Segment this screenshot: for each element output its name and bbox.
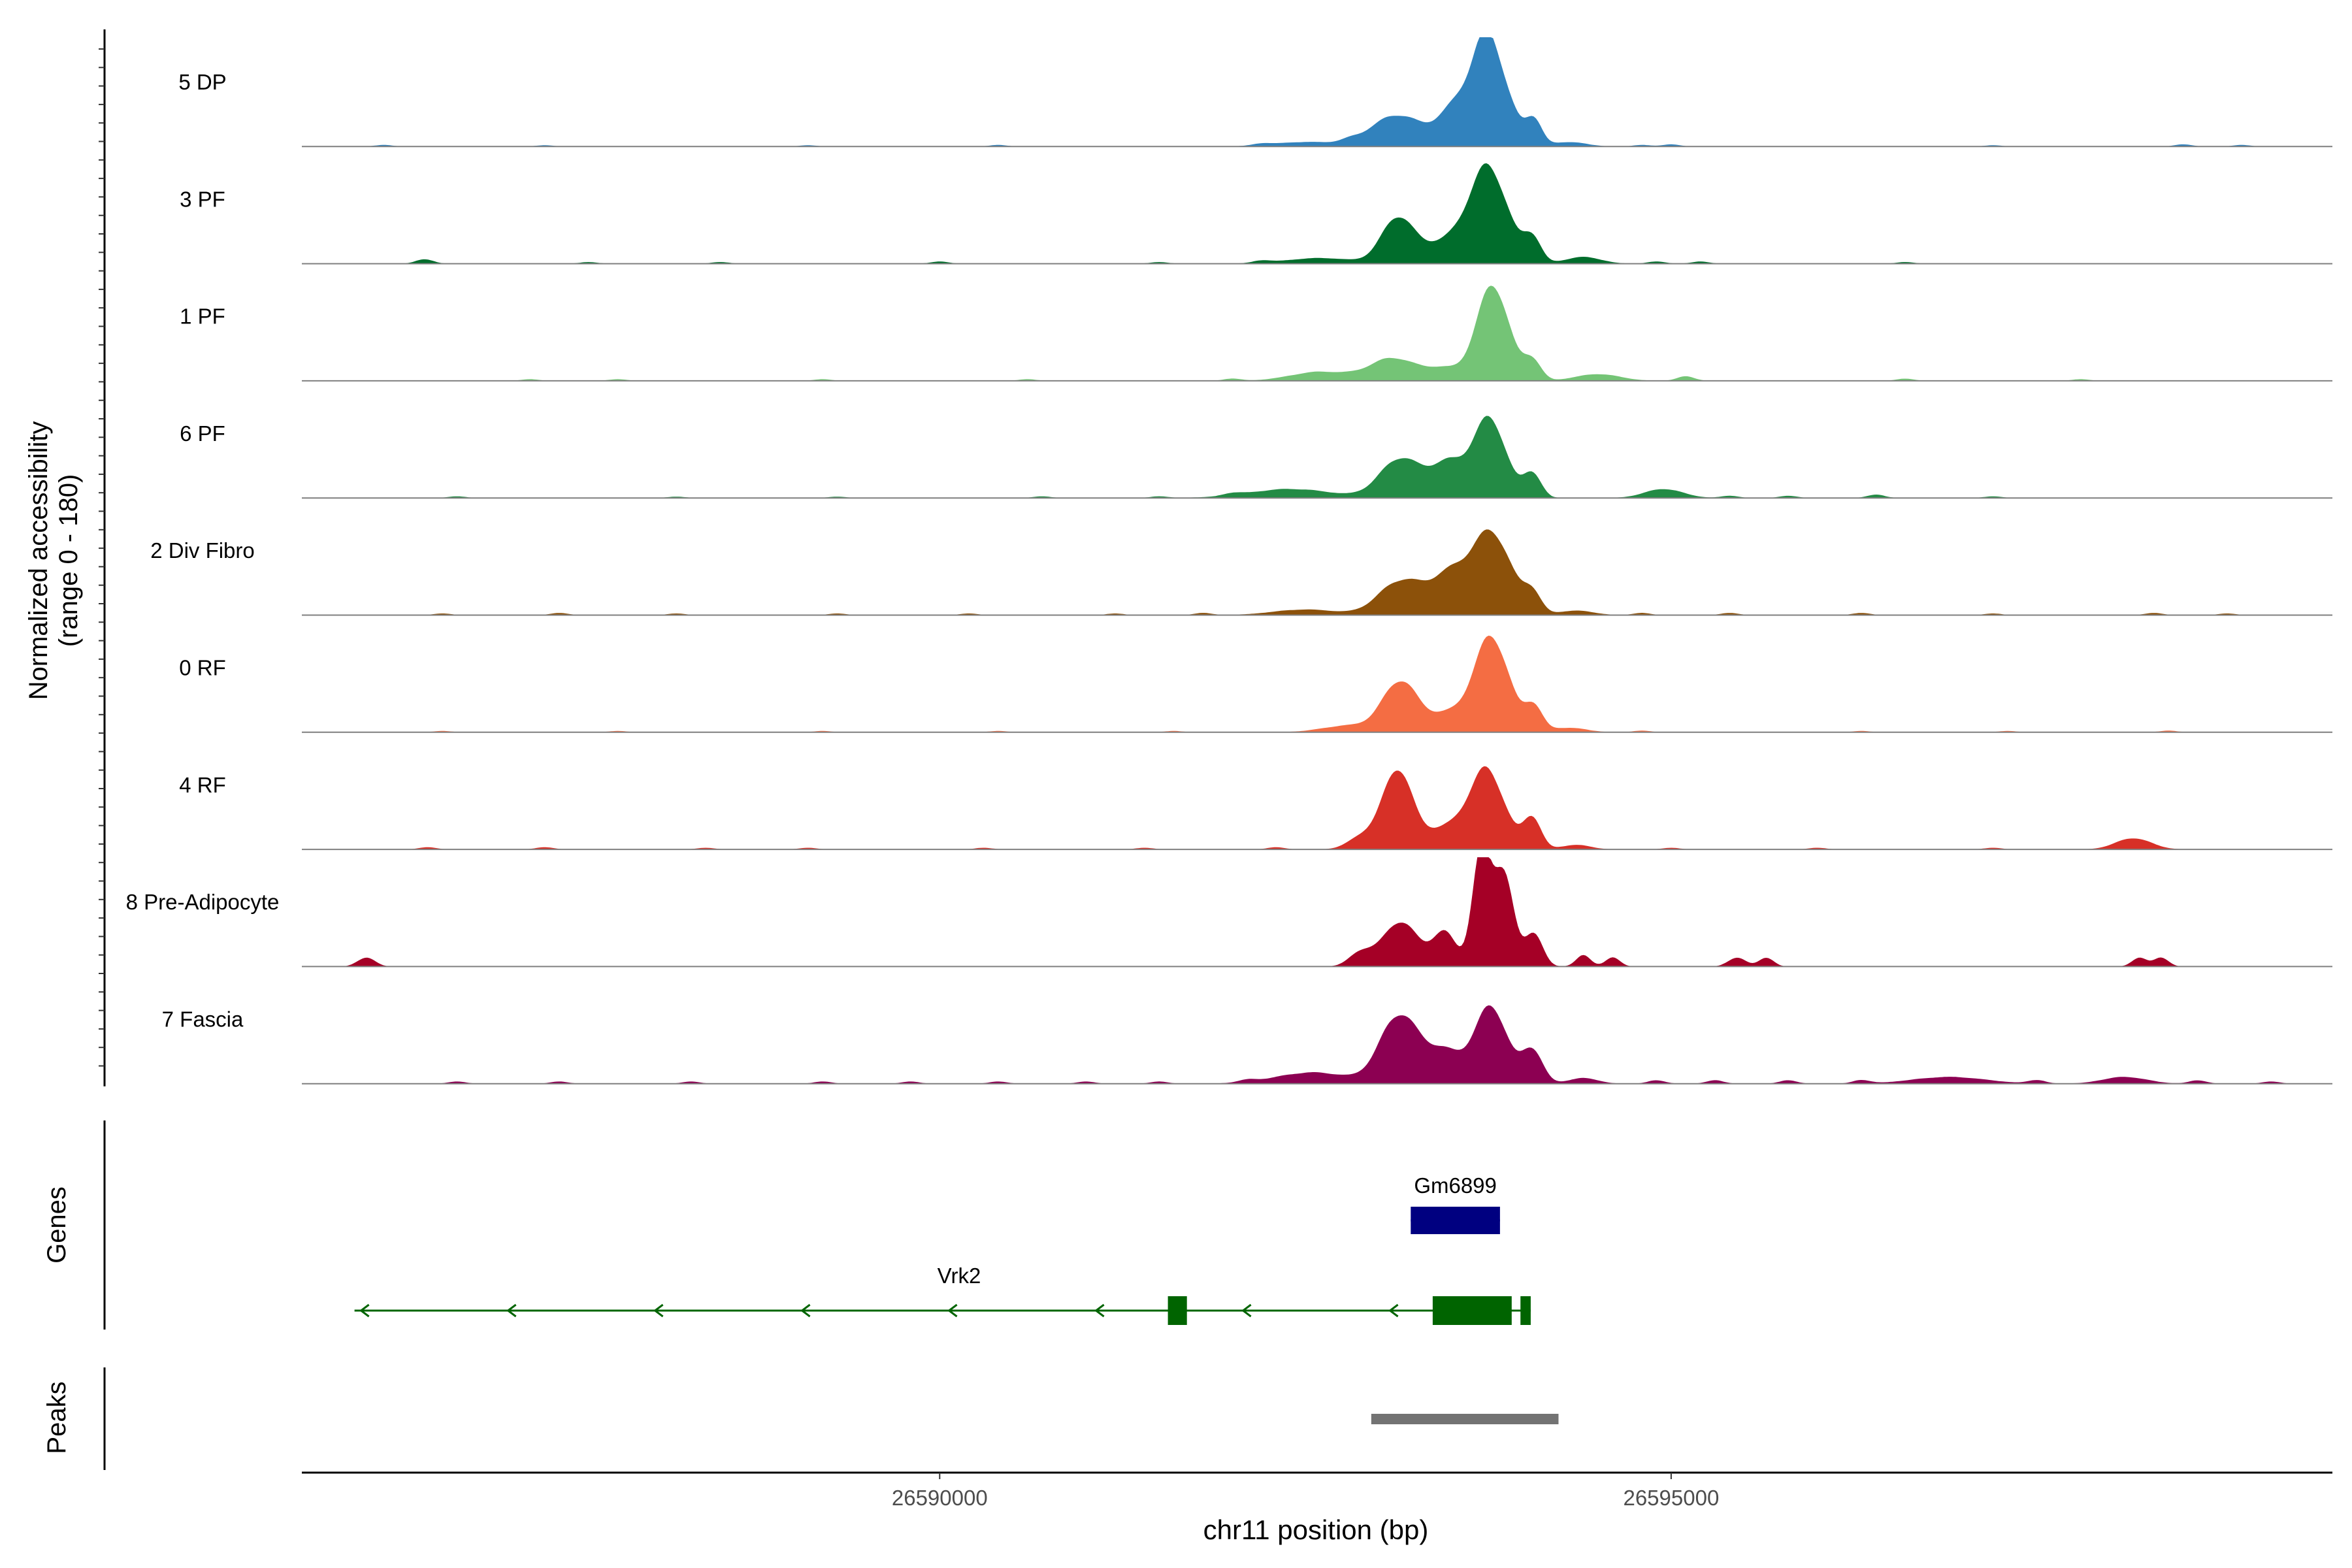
- track-label: 4 RF: [179, 773, 226, 797]
- track-5-dp: 5 DP: [178, 37, 2332, 148]
- track-7-fascia: 7 Fascia: [162, 1005, 2332, 1085]
- y-axis-title-line1: Normalized accessibility: [24, 421, 53, 700]
- track-4-rf: 4 RF: [179, 766, 2332, 851]
- plot-background: [99, 29, 106, 1086]
- gene-label: Vrk2: [938, 1264, 981, 1288]
- strand-arrow: [1388, 1303, 1399, 1318]
- track-label: 7 Fascia: [162, 1007, 244, 1031]
- strand-arrow: [947, 1303, 958, 1318]
- gene-exon: [1520, 1296, 1531, 1325]
- track-label: 0 RF: [179, 656, 226, 680]
- gene-annotation-panel: Gm6899 Vrk2: [103, 1120, 1531, 1330]
- track-3-pf: 3 PF: [180, 163, 2332, 265]
- coverage-area: [302, 766, 2332, 850]
- track-1-pf: 1 PF: [180, 286, 2332, 382]
- track-label: 2 Div Fibro: [150, 538, 255, 563]
- coverage-area: [302, 529, 2332, 615]
- x-axis-title: chr11 position (bp): [1203, 1514, 1429, 1545]
- coverage-area: [302, 416, 2332, 498]
- strand-arrow: [1241, 1303, 1252, 1318]
- strand-arrow: [506, 1303, 517, 1318]
- gene-label: Gm6899: [1414, 1173, 1497, 1198]
- track-0-rf: 0 RF: [179, 635, 2332, 733]
- peak-region: [1371, 1414, 1559, 1424]
- strand-arrow: [359, 1303, 370, 1318]
- gene-exon: [1168, 1296, 1187, 1325]
- accessibility-tracks: 5 DP 3 PF 1 PF 6 PF 2 Div Fibro 0 RF 4 RF 8 Pre…: [126, 37, 2332, 1085]
- genes-panel-title: Genes: [42, 1186, 71, 1264]
- track-label: 3 PF: [180, 187, 225, 211]
- coverage-area: [302, 1005, 2332, 1084]
- track-8-pre-adipocyte: 8 Pre-Adipocyte: [126, 857, 2332, 968]
- x-axis-tick-label: 26595000: [1623, 1486, 1719, 1510]
- gene-exon: [1411, 1207, 1500, 1234]
- strand-arrow: [800, 1303, 811, 1318]
- x-axis: 26590000 26595000: [302, 1471, 2332, 1510]
- coverage-area: [302, 163, 2332, 264]
- gene-exon: [1432, 1296, 1512, 1325]
- gene-gm6899: Gm6899: [1411, 1173, 1500, 1234]
- peaks-panel: [103, 1367, 1559, 1470]
- coverage-area: [302, 286, 2332, 381]
- track-6-pf: 6 PF: [180, 416, 2332, 499]
- coverage-area: [302, 37, 2332, 147]
- track-2-div-fibro: 2 Div Fibro: [150, 529, 2332, 616]
- x-axis-tick-label: 26590000: [892, 1486, 988, 1510]
- strand-arrow: [1094, 1303, 1105, 1318]
- coverage-area: [302, 857, 2332, 967]
- track-label: 6 PF: [180, 421, 225, 446]
- track-label: 8 Pre-Adipocyte: [126, 890, 280, 914]
- peaks-panel-title: Peaks: [42, 1381, 71, 1454]
- coverage-area: [302, 635, 2332, 732]
- strand-arrow: [653, 1303, 664, 1318]
- gene-vrk2: Vrk2: [354, 1264, 1531, 1325]
- track-label: 5 DP: [178, 70, 226, 94]
- y-axis-title: Normalized accessibility (range 0 - 180): [24, 421, 83, 700]
- y-axis-title-line2: (range 0 - 180): [54, 474, 83, 647]
- track-label: 1 PF: [180, 304, 225, 329]
